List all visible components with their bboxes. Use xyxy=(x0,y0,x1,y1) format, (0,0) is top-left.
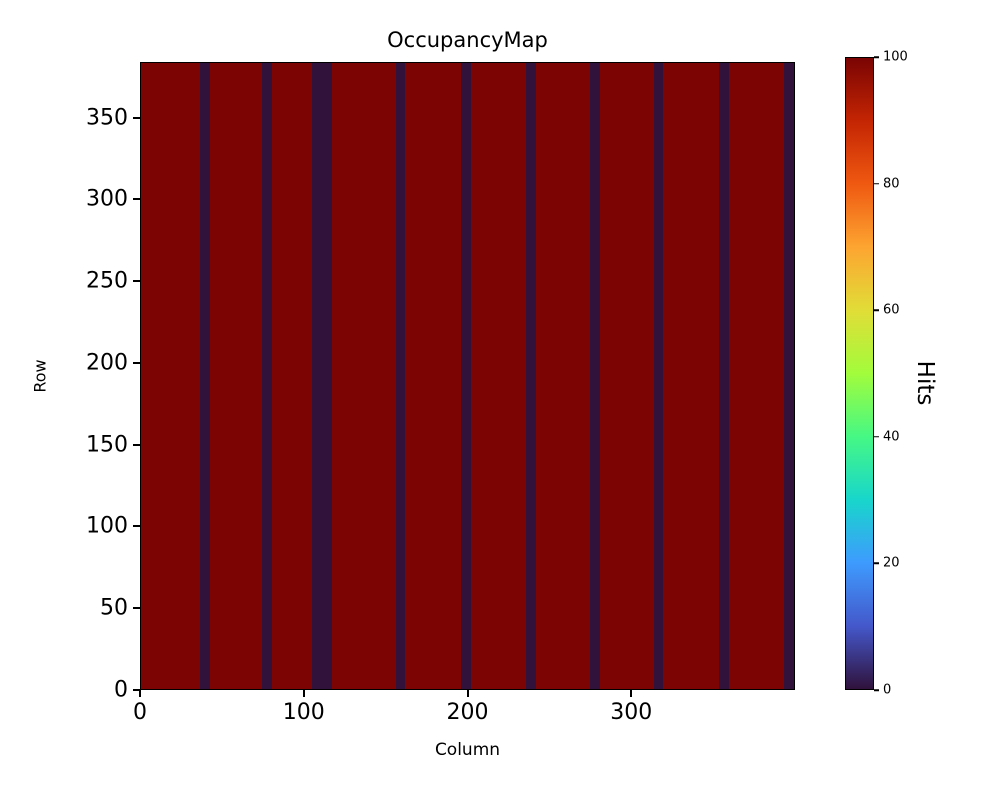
colorbar-tick-label: 100 xyxy=(883,49,908,65)
dead-column-stripe xyxy=(589,63,600,689)
y-tick-label: 200 xyxy=(86,350,128,376)
y-tick-label: 0 xyxy=(114,677,128,703)
colorbar-tick-mark xyxy=(874,182,879,185)
y-axis-ticks: 0 50 100 150 200 250 300 350 xyxy=(0,62,140,703)
colorbar-tick-mark xyxy=(874,56,879,58)
colorbar-tick-mark xyxy=(874,436,879,438)
heatmap-plot xyxy=(140,62,795,690)
y-tick-mark xyxy=(133,525,140,528)
y-tick-label: 350 xyxy=(86,105,128,131)
y-tick-label: 300 xyxy=(86,186,128,212)
colorbar-tick-label: 0 xyxy=(883,682,892,698)
x-tick-label: 200 xyxy=(446,700,489,725)
dead-column-stripe xyxy=(526,63,537,689)
x-axis-ticks: 0 100 200 300 xyxy=(133,690,795,730)
colorbar xyxy=(845,57,874,690)
colorbar-tick-label: 60 xyxy=(883,302,900,318)
colorbar-tick-mark xyxy=(874,562,879,565)
colorbar-tick-mark xyxy=(874,309,879,311)
y-tick-label: 150 xyxy=(86,432,128,458)
dead-column-stripe xyxy=(199,63,210,689)
y-tick-label: 50 xyxy=(100,595,128,621)
dead-column-stripe xyxy=(395,63,406,689)
x-tick-label: 100 xyxy=(282,700,325,725)
x-tick-mark xyxy=(139,690,141,697)
colorbar-tick-label: 80 xyxy=(883,176,900,192)
dead-column-stripe xyxy=(312,63,332,689)
chart-title: OccupancyMap xyxy=(387,28,548,52)
y-tick-mark xyxy=(133,116,140,119)
y-tick-mark xyxy=(133,443,140,446)
x-tick-label: 300 xyxy=(610,700,653,725)
y-tick-mark xyxy=(133,280,140,283)
dead-column-stripe xyxy=(653,63,664,689)
colorbar-tick-label: 20 xyxy=(883,555,900,571)
y-tick-mark xyxy=(133,198,140,201)
x-tick-mark xyxy=(302,690,305,697)
dead-column-stripe xyxy=(718,63,729,689)
x-axis-label: Column xyxy=(434,740,501,760)
y-tick-label: 100 xyxy=(86,513,128,539)
x-tick-mark xyxy=(466,690,469,697)
dead-column-stripe xyxy=(261,63,272,689)
y-tick-mark xyxy=(133,361,140,364)
x-tick-mark xyxy=(630,690,633,697)
colorbar-label: Hits xyxy=(912,360,938,406)
y-tick-label: 250 xyxy=(86,268,128,294)
dead-column-stripe xyxy=(784,63,794,689)
colorbar-tick-mark xyxy=(874,689,879,691)
dead-column-stripe xyxy=(460,63,471,689)
y-tick-mark xyxy=(133,689,140,691)
x-tick-label: 0 xyxy=(133,700,147,725)
colorbar-tick-label: 40 xyxy=(883,429,900,445)
y-tick-mark xyxy=(133,607,140,610)
y-axis-label: Row xyxy=(30,359,50,393)
